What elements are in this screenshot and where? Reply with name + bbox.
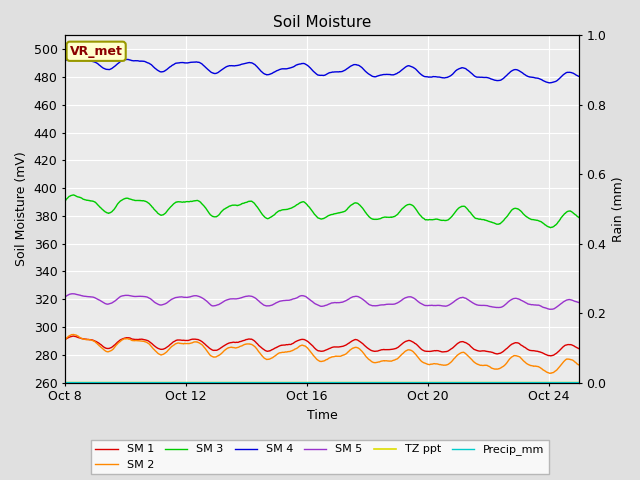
SM 2 [330, 354, 337, 360]
Y-axis label: Rain (mm): Rain (mm) [612, 176, 625, 242]
SM 3 [472, 216, 480, 221]
SM 4 [156, 69, 164, 74]
SM 2 [70, 332, 77, 337]
SM 4 [70, 54, 78, 60]
Precip_mm [156, 380, 164, 385]
Line: SM 1: SM 1 [65, 336, 579, 356]
Precip_mm [575, 380, 582, 385]
SM 2 [61, 337, 69, 343]
SM 4 [352, 62, 360, 68]
SM 2 [472, 361, 480, 367]
Precip_mm [352, 380, 360, 385]
SM 4 [472, 74, 480, 80]
SM 4 [301, 61, 308, 67]
SM 5 [147, 296, 155, 302]
Title: Soil Moisture: Soil Moisture [273, 15, 371, 30]
SM 5 [330, 300, 337, 306]
SM 1 [547, 353, 554, 359]
TZ ppt [61, 380, 69, 385]
SM 3 [352, 200, 360, 206]
SM 5 [575, 300, 582, 305]
TZ ppt [156, 380, 164, 385]
TZ ppt [329, 380, 337, 385]
SM 1 [301, 337, 308, 343]
TZ ppt [147, 380, 155, 385]
TZ ppt [472, 380, 480, 385]
SM 1 [61, 337, 69, 343]
SM 5 [301, 293, 308, 299]
SM 5 [472, 302, 480, 308]
SM 4 [147, 61, 155, 67]
Line: SM 3: SM 3 [65, 195, 579, 228]
SM 5 [547, 306, 554, 312]
SM 2 [546, 371, 554, 376]
SM 1 [156, 346, 164, 352]
SM 3 [147, 203, 155, 208]
SM 2 [147, 343, 155, 349]
SM 2 [575, 362, 582, 368]
SM 1 [70, 333, 77, 339]
SM 1 [472, 348, 480, 353]
SM 3 [156, 212, 164, 218]
Line: SM 2: SM 2 [65, 335, 579, 373]
Precip_mm [472, 380, 480, 385]
SM 2 [352, 345, 360, 350]
SM 4 [545, 80, 553, 86]
SM 1 [575, 346, 582, 351]
Precip_mm [147, 380, 155, 385]
SM 5 [61, 294, 69, 300]
Precip_mm [329, 380, 337, 385]
Y-axis label: Soil Moisture (mV): Soil Moisture (mV) [15, 152, 28, 266]
SM 2 [301, 343, 308, 349]
SM 4 [61, 59, 69, 64]
TZ ppt [352, 380, 360, 385]
Legend: SM 1, SM 2, SM 3, SM 4, SM 5, TZ ppt, Precip_mm: SM 1, SM 2, SM 3, SM 4, SM 5, TZ ppt, Pr… [91, 440, 549, 474]
SM 3 [575, 215, 582, 220]
SM 3 [301, 200, 308, 205]
Line: SM 4: SM 4 [65, 57, 579, 83]
Precip_mm [301, 380, 308, 385]
SM 3 [330, 211, 337, 217]
SM 5 [352, 293, 360, 299]
SM 4 [330, 69, 337, 75]
SM 5 [68, 291, 76, 297]
X-axis label: Time: Time [307, 409, 337, 422]
SM 3 [70, 192, 77, 198]
SM 1 [352, 336, 360, 342]
SM 1 [147, 340, 155, 346]
SM 3 [61, 198, 69, 204]
SM 2 [156, 351, 164, 357]
Precip_mm [61, 380, 69, 385]
SM 3 [547, 225, 554, 230]
TZ ppt [301, 380, 308, 385]
SM 5 [156, 302, 164, 308]
Line: SM 5: SM 5 [65, 294, 579, 309]
SM 1 [330, 344, 337, 350]
TZ ppt [575, 380, 582, 385]
SM 4 [575, 73, 582, 79]
Text: VR_met: VR_met [70, 45, 123, 58]
